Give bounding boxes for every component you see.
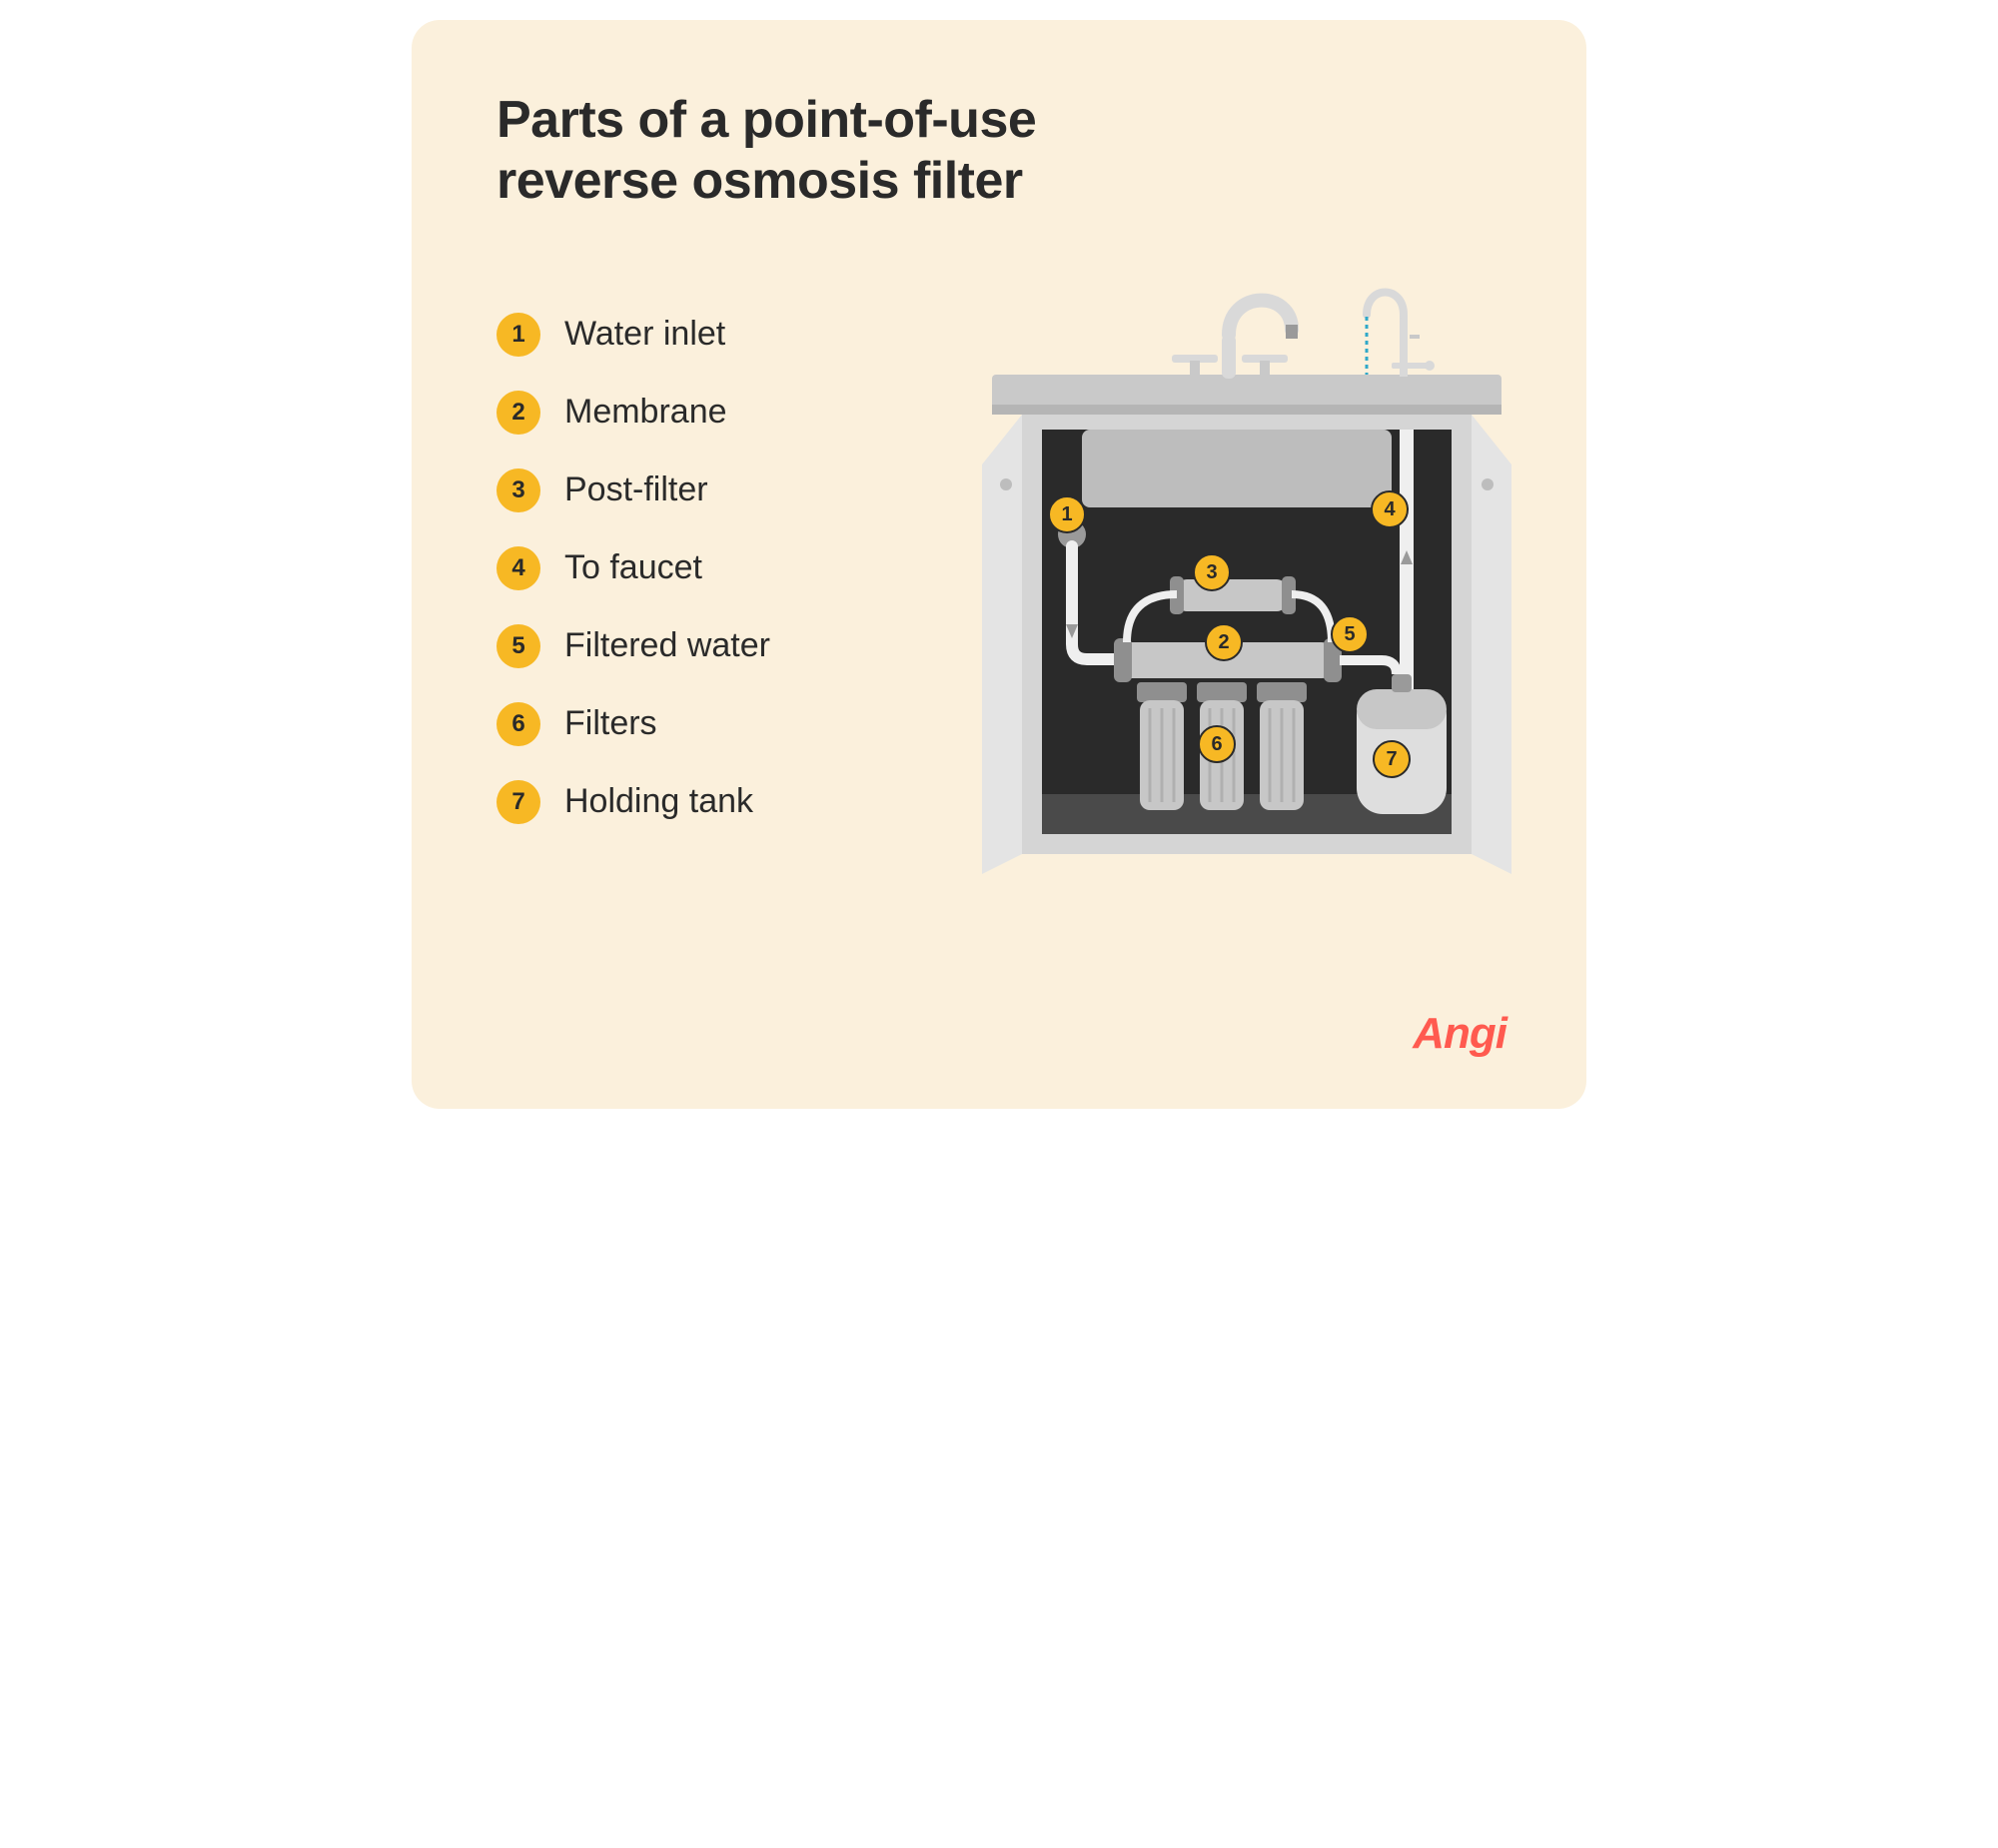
diagram-marker: 6 xyxy=(1198,725,1236,763)
legend-badge: 5 xyxy=(497,624,540,668)
legend-badge: 7 xyxy=(497,780,540,824)
legend-item: 7 Holding tank xyxy=(497,780,770,824)
page-title: Parts of a point-of-use reverse osmosis … xyxy=(497,90,1216,213)
legend-badge: 4 xyxy=(497,546,540,590)
legend-label: Holding tank xyxy=(564,782,753,821)
legend-badge: 3 xyxy=(497,468,540,512)
legend-label: Membrane xyxy=(564,393,727,432)
diagram-marker: 7 xyxy=(1373,740,1411,778)
legend-label: Water inlet xyxy=(564,315,725,354)
legend-badge: 2 xyxy=(497,391,540,435)
legend-label: To faucet xyxy=(564,548,702,587)
diagram-marker: 1 xyxy=(1048,495,1086,533)
legend-list: 1 Water inlet 2 Membrane 3 Post-filter 4 To fau… xyxy=(497,313,770,824)
marker-layer: 1 2 3 4 5 6 7 xyxy=(952,235,1521,884)
diagram-marker: 3 xyxy=(1193,553,1231,591)
legend-label: Filters xyxy=(564,704,657,743)
legend-badge: 1 xyxy=(497,313,540,357)
infographic-card: Parts of a point-of-use reverse osmosis … xyxy=(412,20,1586,1109)
diagram-marker: 4 xyxy=(1371,490,1409,528)
diagram-marker: 5 xyxy=(1331,615,1369,653)
legend-item: 2 Membrane xyxy=(497,391,770,435)
diagram: 1 2 3 4 5 6 7 xyxy=(952,235,1521,884)
diagram-marker: 2 xyxy=(1205,623,1243,661)
legend-item: 1 Water inlet xyxy=(497,313,770,357)
legend-item: 5 Filtered water xyxy=(497,624,770,668)
legend-item: 4 To faucet xyxy=(497,546,770,590)
legend-label: Filtered water xyxy=(564,626,770,665)
legend-label: Post-filter xyxy=(564,470,708,509)
legend-item: 3 Post-filter xyxy=(497,468,770,512)
brand-logo: Angi xyxy=(1413,1009,1506,1059)
legend-item: 6 Filters xyxy=(497,702,770,746)
legend-badge: 6 xyxy=(497,702,540,746)
